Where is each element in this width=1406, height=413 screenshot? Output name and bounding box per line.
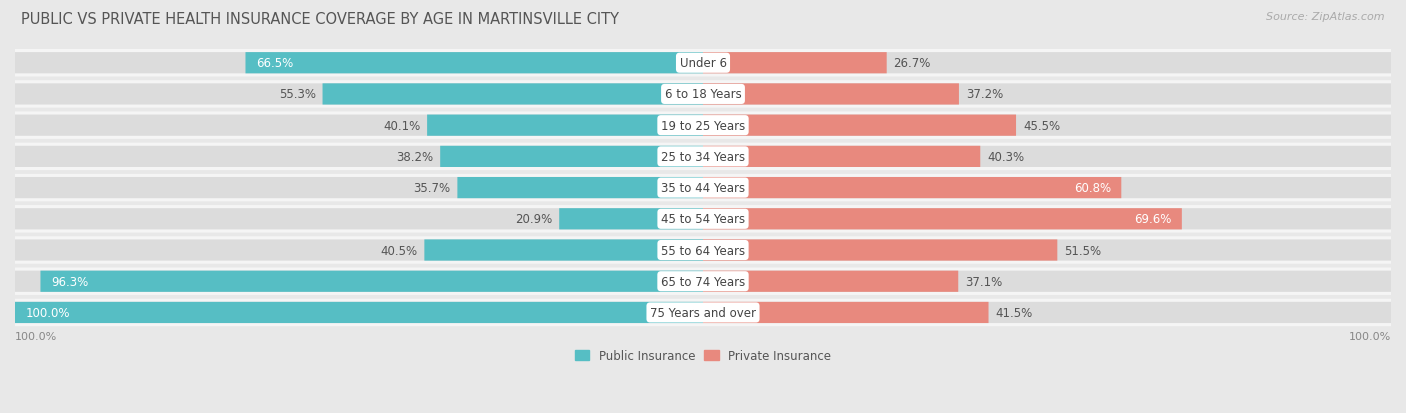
Text: 55 to 64 Years: 55 to 64 Years [661,244,745,257]
Text: 100.0%: 100.0% [1348,331,1391,341]
Text: 35.7%: 35.7% [413,182,450,195]
FancyBboxPatch shape [15,302,703,323]
FancyBboxPatch shape [15,178,703,199]
Text: Under 6: Under 6 [679,57,727,70]
Text: 60.8%: 60.8% [1074,182,1111,195]
FancyBboxPatch shape [703,209,1182,230]
Text: 35 to 44 Years: 35 to 44 Years [661,182,745,195]
FancyBboxPatch shape [15,271,703,292]
FancyBboxPatch shape [15,81,1391,109]
Text: 65 to 74 Years: 65 to 74 Years [661,275,745,288]
Text: 100.0%: 100.0% [25,306,70,319]
FancyBboxPatch shape [15,50,1391,77]
FancyBboxPatch shape [15,174,1391,202]
FancyBboxPatch shape [703,115,1391,136]
FancyBboxPatch shape [703,53,1391,74]
FancyBboxPatch shape [440,146,703,168]
Text: Source: ZipAtlas.com: Source: ZipAtlas.com [1267,12,1385,22]
FancyBboxPatch shape [15,237,1391,264]
Text: 75 Years and over: 75 Years and over [650,306,756,319]
Text: 20.9%: 20.9% [515,213,553,226]
Text: 45.5%: 45.5% [1024,119,1060,132]
FancyBboxPatch shape [703,240,1057,261]
Text: 55.3%: 55.3% [278,88,316,101]
FancyBboxPatch shape [15,112,1391,140]
Text: 41.5%: 41.5% [995,306,1032,319]
Text: 69.6%: 69.6% [1135,213,1171,226]
Text: 25 to 34 Years: 25 to 34 Years [661,150,745,164]
FancyBboxPatch shape [703,302,1391,323]
FancyBboxPatch shape [703,53,887,74]
Text: 66.5%: 66.5% [256,57,292,70]
FancyBboxPatch shape [15,143,1391,171]
FancyBboxPatch shape [15,302,703,323]
FancyBboxPatch shape [15,299,1391,326]
Text: 96.3%: 96.3% [51,275,89,288]
Text: 40.3%: 40.3% [987,150,1024,164]
Text: 51.5%: 51.5% [1064,244,1101,257]
FancyBboxPatch shape [15,240,703,261]
FancyBboxPatch shape [246,53,703,74]
Text: 37.2%: 37.2% [966,88,1002,101]
Text: 38.2%: 38.2% [396,150,433,164]
FancyBboxPatch shape [15,268,1391,295]
Text: 40.1%: 40.1% [382,119,420,132]
FancyBboxPatch shape [322,84,703,105]
FancyBboxPatch shape [703,84,959,105]
Text: PUBLIC VS PRIVATE HEALTH INSURANCE COVERAGE BY AGE IN MARTINSVILLE CITY: PUBLIC VS PRIVATE HEALTH INSURANCE COVER… [21,12,619,27]
FancyBboxPatch shape [15,53,703,74]
Legend: Public Insurance, Private Insurance: Public Insurance, Private Insurance [571,345,835,367]
FancyBboxPatch shape [703,240,1391,261]
FancyBboxPatch shape [560,209,703,230]
FancyBboxPatch shape [703,271,1391,292]
FancyBboxPatch shape [703,271,959,292]
FancyBboxPatch shape [703,302,988,323]
Text: 45 to 54 Years: 45 to 54 Years [661,213,745,226]
FancyBboxPatch shape [703,146,980,168]
FancyBboxPatch shape [41,271,703,292]
FancyBboxPatch shape [703,115,1017,136]
Text: 26.7%: 26.7% [894,57,931,70]
FancyBboxPatch shape [15,146,703,168]
Text: 100.0%: 100.0% [15,331,58,341]
FancyBboxPatch shape [15,206,1391,233]
FancyBboxPatch shape [427,115,703,136]
FancyBboxPatch shape [703,178,1391,199]
FancyBboxPatch shape [425,240,703,261]
FancyBboxPatch shape [703,209,1391,230]
FancyBboxPatch shape [15,209,703,230]
Text: 19 to 25 Years: 19 to 25 Years [661,119,745,132]
Text: 40.5%: 40.5% [381,244,418,257]
FancyBboxPatch shape [15,84,703,105]
FancyBboxPatch shape [703,178,1122,199]
FancyBboxPatch shape [15,115,703,136]
Text: 6 to 18 Years: 6 to 18 Years [665,88,741,101]
Text: 37.1%: 37.1% [965,275,1002,288]
FancyBboxPatch shape [703,146,1391,168]
FancyBboxPatch shape [703,84,1391,105]
FancyBboxPatch shape [457,178,703,199]
